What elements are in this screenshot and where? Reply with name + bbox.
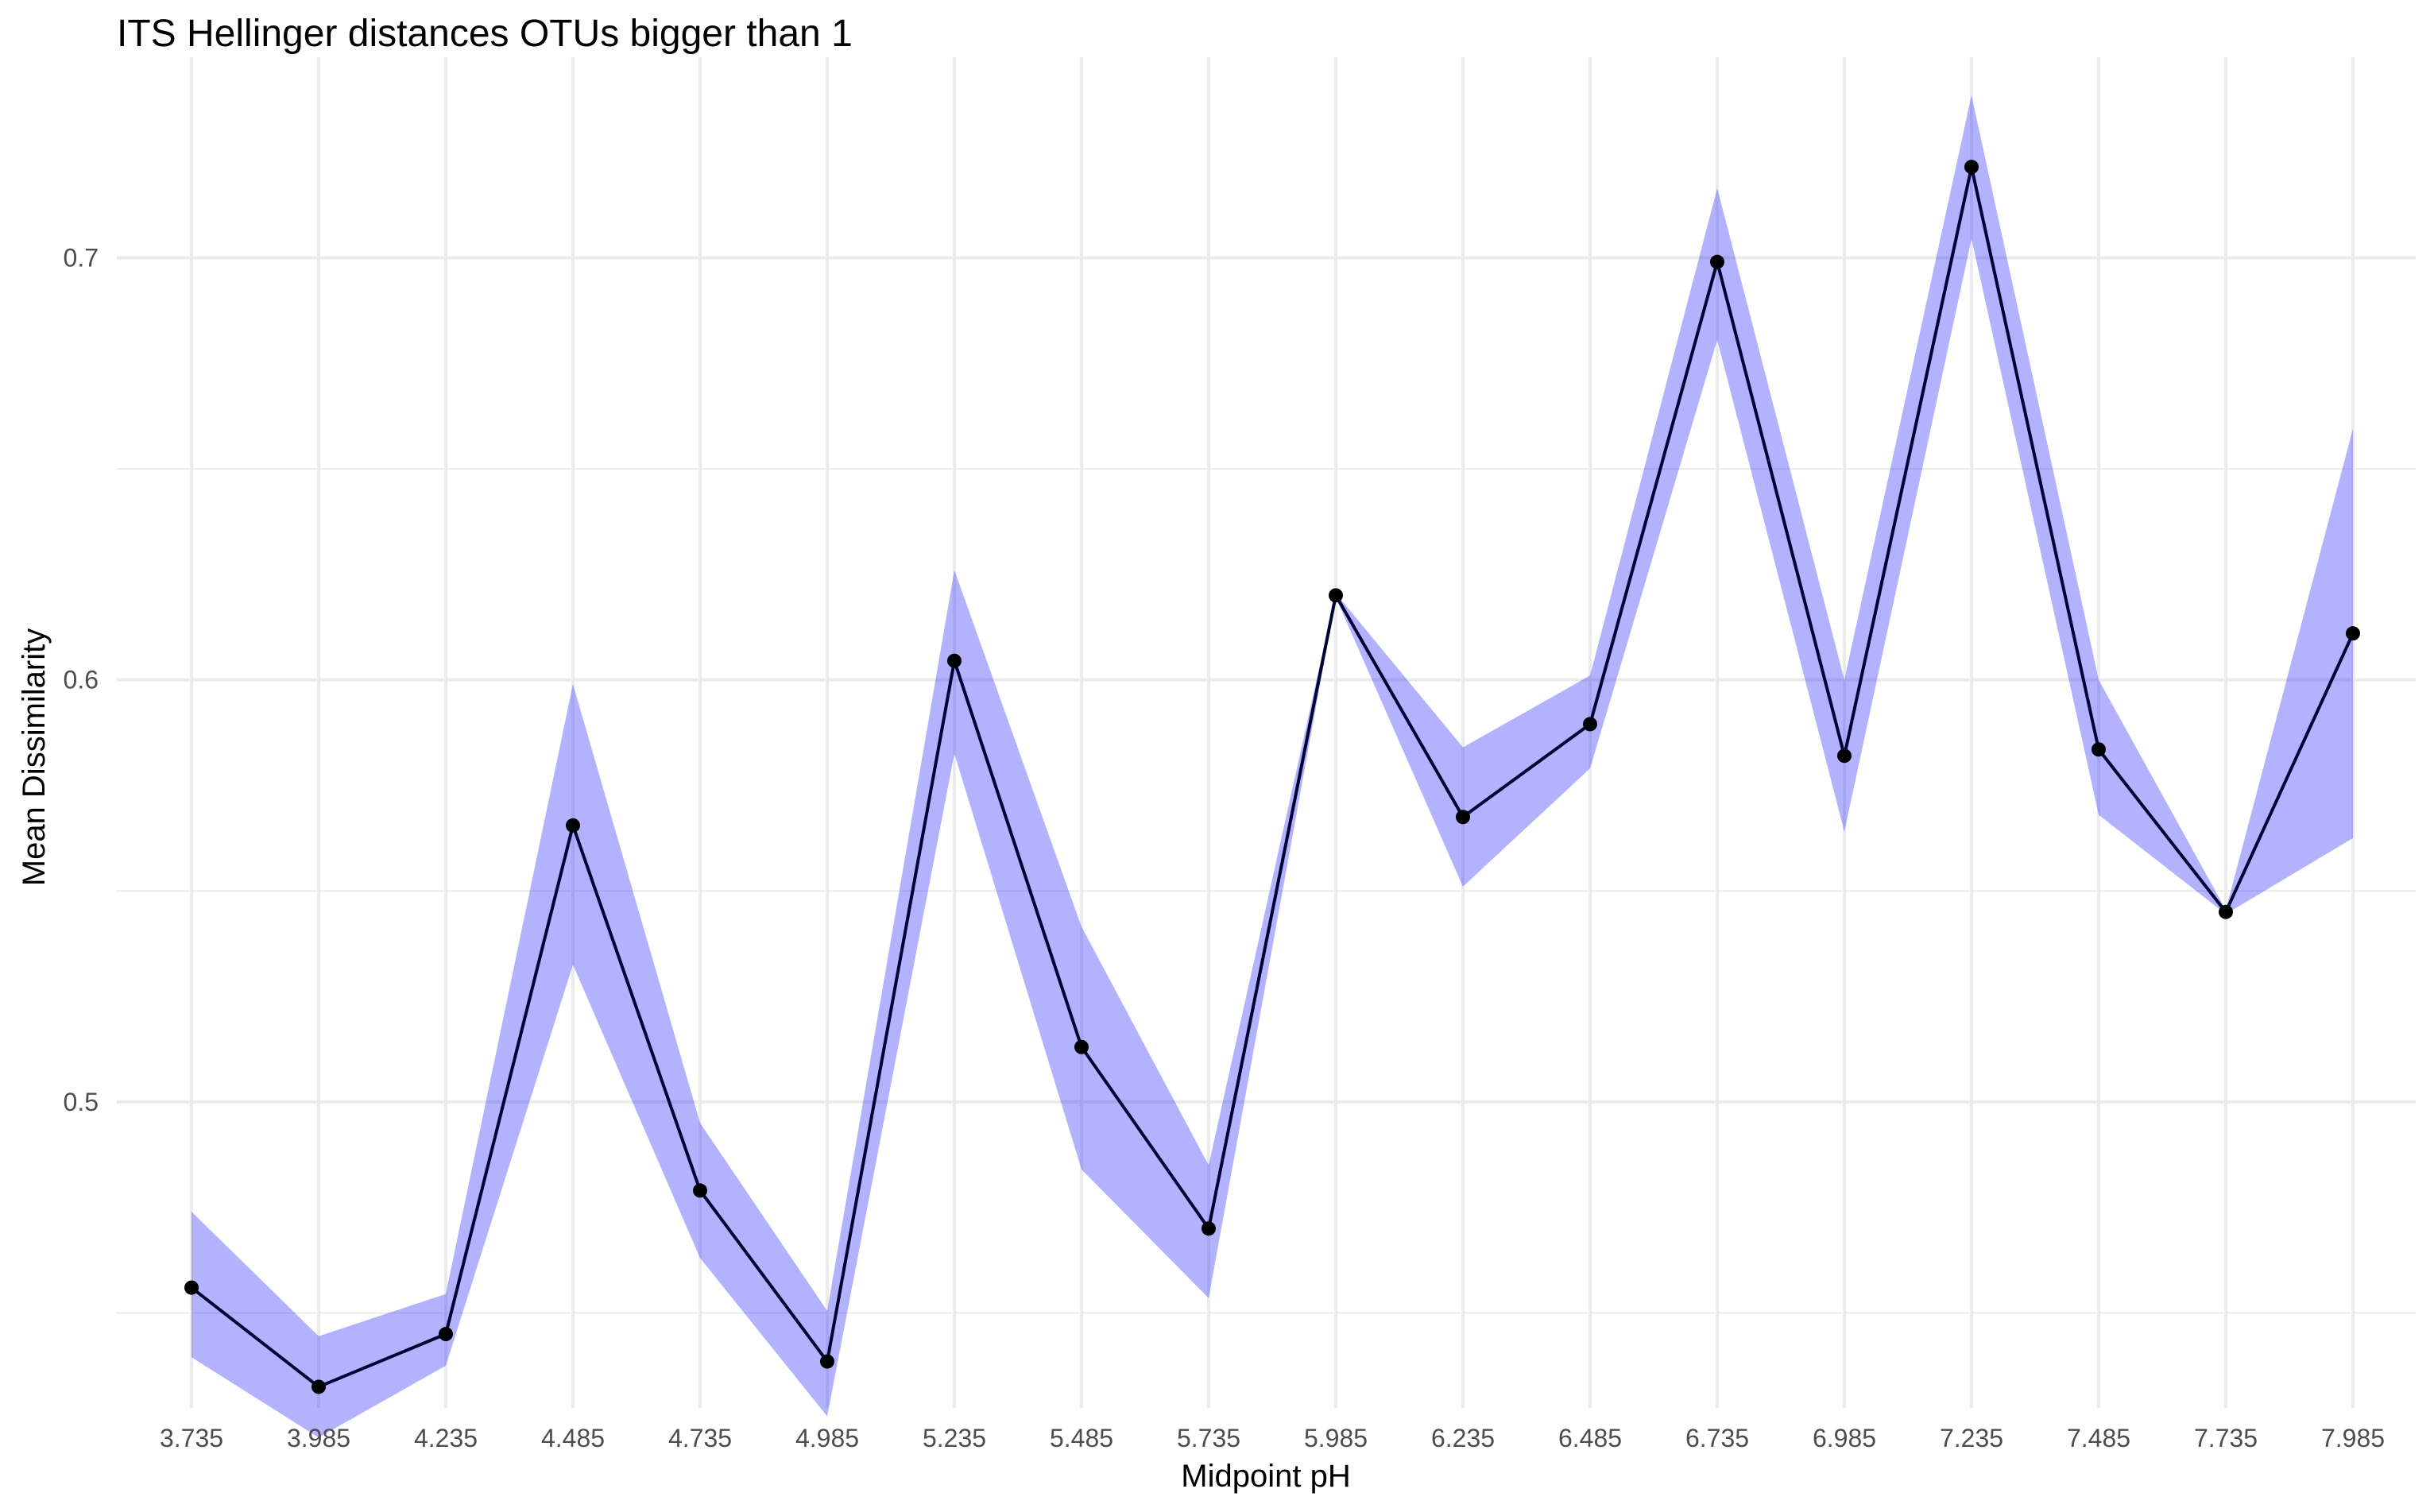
x-tick-label: 5.735 <box>1177 1424 1240 1452</box>
x-axis-tick-labels: 3.735 3.985 4.235 4.485 4.735 4.985 5.235 5.485… <box>160 1424 2385 1452</box>
x-tick-label: 7.485 <box>2067 1424 2130 1452</box>
x-tick-label: 3.735 <box>160 1424 223 1452</box>
x-tick-label: 5.985 <box>1304 1424 1368 1452</box>
x-tick-label: 6.235 <box>1431 1424 1495 1452</box>
x-tick-label: 4.985 <box>795 1424 859 1452</box>
series-line <box>190 165 2355 1389</box>
data-point <box>693 1183 707 1198</box>
data-point <box>1329 588 1343 603</box>
data-point <box>184 1280 199 1295</box>
x-tick-label: 6.985 <box>1813 1424 1876 1452</box>
x-tick-label: 4.485 <box>541 1424 605 1452</box>
x-tick-label: 4.235 <box>414 1424 478 1452</box>
data-point <box>1583 717 1597 732</box>
y-tick-label: 0.7 <box>64 243 99 272</box>
data-point <box>947 653 962 668</box>
x-tick-label: 5.485 <box>1050 1424 1113 1452</box>
data-point <box>1710 254 1724 269</box>
data-point <box>1964 160 1979 175</box>
chart-title: ITS Hellinger distances OTUs bigger than… <box>117 13 853 55</box>
x-tick-label: 7.985 <box>2321 1424 2385 1452</box>
x-tick-label: 7.235 <box>1940 1424 2003 1452</box>
data-point <box>312 1379 326 1394</box>
data-point <box>2346 626 2360 641</box>
data-point <box>820 1354 834 1369</box>
x-tick-label: 7.735 <box>2194 1424 2258 1452</box>
series-line-layer <box>190 165 2355 1389</box>
data-point <box>2219 904 2233 919</box>
x-tick-label: 6.735 <box>1685 1424 1749 1452</box>
x-axis-title: Midpoint pH <box>1181 1459 1350 1494</box>
y-axis-title: Mean Dissimilarity <box>17 628 52 887</box>
data-point <box>1456 810 1470 825</box>
y-tick-label: 0.5 <box>64 1088 99 1116</box>
x-tick-label: 5.235 <box>923 1424 986 1452</box>
data-points <box>184 160 2360 1394</box>
y-axis-tick-labels: 0.5 0.6 0.7 <box>64 243 99 1116</box>
y-tick-label: 0.6 <box>64 666 99 694</box>
data-point <box>2092 742 2106 757</box>
data-point <box>1837 748 1852 764</box>
grid <box>117 57 2416 1408</box>
data-point <box>1202 1221 1216 1236</box>
confidence-ribbon <box>192 95 2353 1438</box>
data-point <box>1074 1039 1089 1054</box>
x-tick-label: 3.985 <box>287 1424 350 1452</box>
x-tick-label: 4.735 <box>668 1424 732 1452</box>
data-point <box>439 1327 453 1342</box>
confidence-band <box>192 95 2353 1438</box>
data-point <box>566 818 580 833</box>
x-tick-label: 6.485 <box>1558 1424 1622 1452</box>
